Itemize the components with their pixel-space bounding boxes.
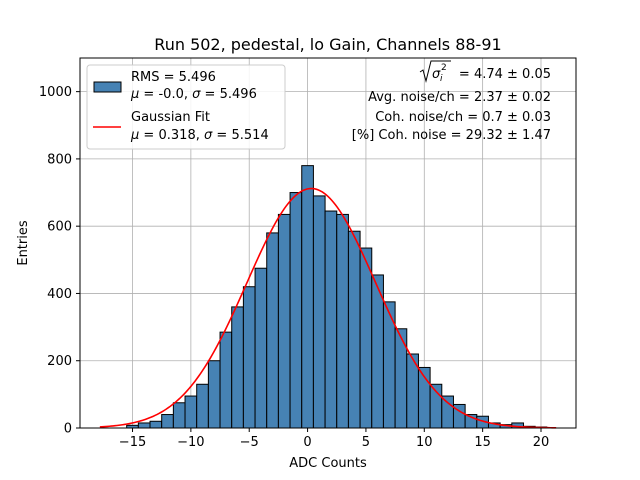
legend-histogram-line2: μ = -0.0, σ = 5.496 — [130, 87, 257, 102]
svg-text:2: 2 — [441, 63, 447, 73]
noise-annotations: σ i 2 = 4.74 ± 0.05 Avg. noise/ch = 2.37… — [352, 60, 551, 143]
x-axis-label: ADC Counts — [289, 456, 367, 471]
x-tick-label: 15 — [474, 435, 491, 450]
histogram-bar — [347, 230, 361, 429]
svg-text:σ: σ — [432, 67, 441, 82]
x-tick-label: −15 — [119, 435, 146, 450]
histogram-bar — [172, 402, 186, 429]
histogram-bar — [336, 213, 349, 429]
legend: RMS = 5.496 μ = -0.0, σ = 5.496 Gaussian… — [86, 64, 286, 150]
x-tick-label: 5 — [362, 435, 370, 450]
y-tick-label: 800 — [47, 152, 72, 167]
histogram-bar — [277, 213, 291, 429]
x-tick-label: 20 — [533, 435, 550, 450]
gaussian-fit-line — [99, 187, 557, 429]
annotation-line4: [%] Coh. noise = 29.32 ± 1.47 — [352, 128, 551, 143]
legend-histogram-line1: RMS = 5.496 — [131, 70, 216, 85]
sqrt-sigma-symbol: σ i 2 — [419, 60, 451, 84]
y-axis-ticks: 0 200 400 600 800 1000 — [39, 85, 80, 437]
histogram-bar — [289, 192, 303, 429]
histogram-bar — [184, 395, 198, 429]
histogram-bar — [207, 360, 221, 429]
histogram-bar — [324, 210, 338, 429]
x-tick-label: 0 — [303, 435, 311, 450]
histogram-bar — [231, 306, 244, 429]
annotation-line1: = 4.74 ± 0.05 — [459, 67, 551, 82]
y-tick-label: 0 — [64, 422, 72, 437]
histogram-bar — [254, 267, 268, 429]
annotation-line3: Coh. noise/ch = 0.7 ± 0.03 — [375, 110, 551, 125]
histogram-bar — [312, 195, 326, 429]
histogram-bar — [196, 383, 209, 429]
histogram-bar — [219, 331, 233, 429]
x-axis-ticks: −15 −10 −5 0 5 10 15 20 — [119, 428, 549, 450]
histogram-bar — [242, 286, 256, 429]
histogram-bar — [266, 232, 279, 429]
x-tick-label: −5 — [240, 435, 259, 450]
y-tick-label: 1000 — [39, 85, 72, 100]
legend-histogram-swatch — [93, 81, 122, 93]
chart-title: Run 502, pedestal, lo Gain, Channels 88-… — [154, 35, 501, 54]
y-tick-label: 200 — [47, 354, 72, 369]
plot-frame — [79, 57, 577, 429]
histogram-bar — [301, 165, 314, 429]
histogram-bar — [161, 414, 174, 429]
legend-frame — [86, 64, 286, 150]
y-tick-label: 400 — [47, 287, 72, 302]
histogram-bar — [359, 247, 373, 429]
annotation-line2: Avg. noise/ch = 2.37 ± 0.02 — [368, 90, 551, 105]
histogram-bar — [441, 395, 454, 429]
legend-fit-line2: μ = 0.318, σ = 5.514 — [130, 128, 269, 143]
x-tick-label: 10 — [416, 435, 433, 450]
histogram-bars — [126, 165, 548, 429]
x-tick-label: −10 — [177, 435, 204, 450]
histogram-bar — [149, 420, 163, 429]
svg-text:i: i — [440, 74, 443, 84]
y-tick-label: 600 — [47, 220, 72, 235]
y-axis-label: Entries — [16, 220, 31, 266]
histogram-bar — [137, 422, 151, 429]
legend-fit-line1: Gaussian Fit — [131, 110, 210, 125]
